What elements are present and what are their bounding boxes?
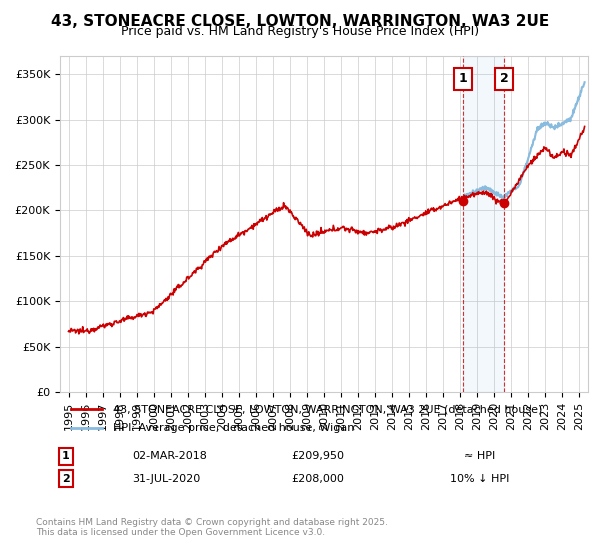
Text: 31-JUL-2020: 31-JUL-2020 xyxy=(132,474,200,484)
Text: 1: 1 xyxy=(459,72,467,85)
Bar xyxy=(463,56,504,392)
Text: £209,950: £209,950 xyxy=(292,451,344,461)
Text: 2: 2 xyxy=(500,72,509,85)
Text: 2: 2 xyxy=(62,474,70,484)
Text: 1: 1 xyxy=(62,451,70,461)
Text: Price paid vs. HM Land Registry's House Price Index (HPI): Price paid vs. HM Land Registry's House … xyxy=(121,25,479,38)
Text: £208,000: £208,000 xyxy=(292,474,344,484)
Text: 10% ↓ HPI: 10% ↓ HPI xyxy=(451,474,509,484)
Text: HPI: Average price, detached house, Wigan: HPI: Average price, detached house, Wiga… xyxy=(113,423,354,433)
Text: Contains HM Land Registry data © Crown copyright and database right 2025.
This d: Contains HM Land Registry data © Crown c… xyxy=(36,518,388,538)
Text: 02-MAR-2018: 02-MAR-2018 xyxy=(132,451,207,461)
Text: 43, STONEACRE CLOSE, LOWTON, WARRINGTON, WA3 2UE: 43, STONEACRE CLOSE, LOWTON, WARRINGTON,… xyxy=(51,14,549,29)
Text: ≈ HPI: ≈ HPI xyxy=(464,451,496,461)
Text: 43, STONEACRE CLOSE, LOWTON, WARRINGTON, WA3 2UE (detached house): 43, STONEACRE CLOSE, LOWTON, WARRINGTON,… xyxy=(113,404,542,414)
